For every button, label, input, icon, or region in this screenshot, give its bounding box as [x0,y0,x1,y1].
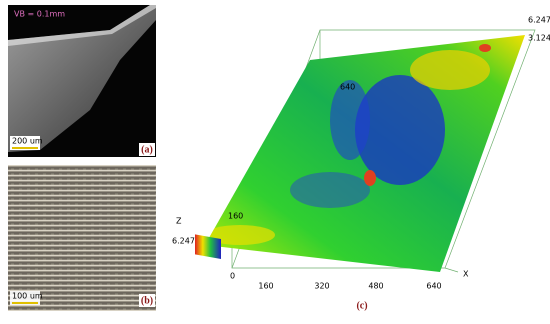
panel-label: (c) [356,300,367,311]
panel-label: (a) [141,144,153,155]
x-tick-label: 160 [258,282,273,291]
scale-box [10,136,40,150]
scale-bar [12,302,38,304]
scale-box [10,291,40,305]
y-tick-label: 160 [228,212,243,221]
colorbar-mid: 3.124 [528,34,550,43]
x-ticks: 160 320 480 640 [258,282,441,291]
micrograph-b [8,165,156,311]
label-box [139,294,155,307]
z-min: 0 [230,272,235,281]
colorbar-top: 6.247 [528,16,550,25]
panel-label: (b) [141,295,153,306]
scale-bar-label: 100 um [12,292,43,301]
scale-bar-label: 200 um [12,137,43,146]
z-max: 6.247 [172,237,195,246]
x-axis-title: X [463,270,469,279]
x-tick-label: 320 [314,282,329,291]
surface-features [205,44,491,245]
annotation: VB = 0.1mm [14,10,65,19]
label-box [139,143,155,156]
wear-region [8,5,156,152]
color-bar [195,234,221,259]
x-tick-label: 640 [426,282,441,291]
y-tick-label: 640 [340,83,355,92]
scale-bar [12,147,38,149]
edge [8,5,156,46]
x-tick-label: 480 [368,282,383,291]
z-axis-title: Z [176,217,182,226]
